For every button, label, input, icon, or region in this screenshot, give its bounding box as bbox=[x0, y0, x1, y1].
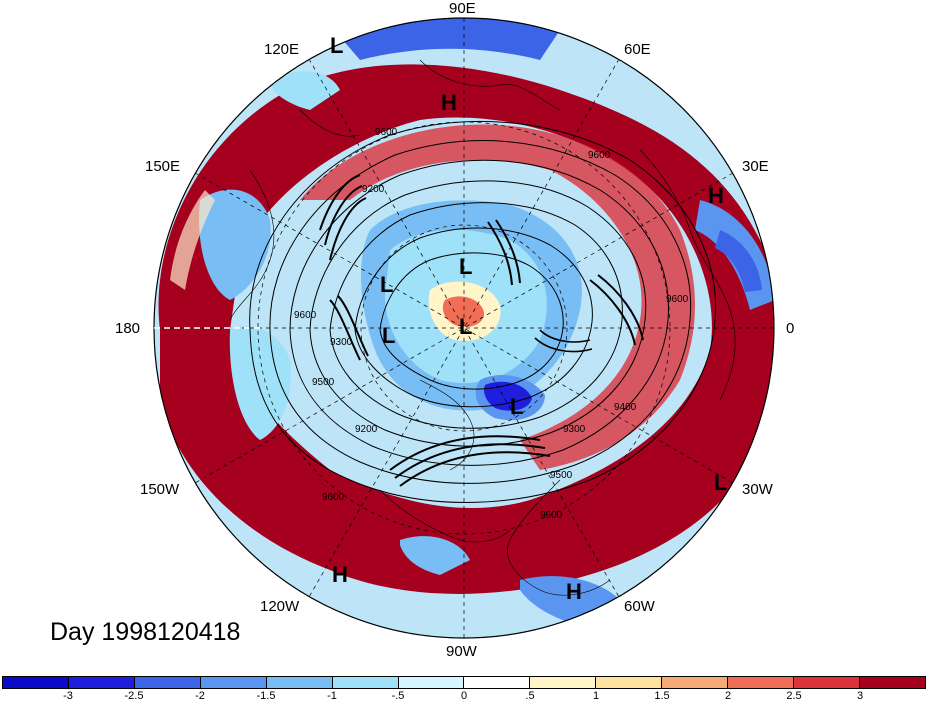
pressure-center-low: L bbox=[330, 33, 344, 58]
pressure-center-low: L bbox=[382, 323, 396, 348]
coastlines bbox=[229, 59, 736, 596]
colorbar-swatch bbox=[266, 677, 333, 688]
pressure-center-high: H bbox=[441, 90, 457, 115]
pressure-center-high: H bbox=[708, 183, 724, 208]
colorbar-tick-label: -3 bbox=[63, 690, 73, 702]
contour-label: 9400 bbox=[614, 402, 637, 413]
colorbar-tick-label: 2 bbox=[724, 690, 732, 702]
colorbar-swatch bbox=[3, 677, 69, 688]
contour-label: 9500 bbox=[550, 470, 573, 481]
day-title: Day 1998120418 bbox=[50, 618, 241, 646]
longitude-label: 120E bbox=[264, 41, 300, 58]
colorbar-tick-label: 2.5 bbox=[786, 690, 802, 702]
pressure-center-high: H bbox=[332, 562, 348, 587]
colorbar-swatch bbox=[662, 677, 729, 688]
colorbar-tick-label: 3 bbox=[856, 690, 864, 702]
longitude-label: 60E bbox=[624, 41, 651, 58]
colorbar-swatch bbox=[728, 677, 795, 688]
pressure-center-low: L bbox=[380, 272, 394, 297]
contour-label: 9600 bbox=[666, 294, 689, 305]
colorbar-tick-label: -2.5 bbox=[124, 690, 144, 702]
colorbar-swatch bbox=[596, 677, 663, 688]
colorbar-swatch bbox=[794, 677, 860, 688]
longitude-label: 30E bbox=[742, 158, 769, 175]
colorbar-tick-label: 1.5 bbox=[654, 690, 670, 702]
colorbar-tick-label: 1 bbox=[592, 690, 600, 702]
longitude-label: 90E bbox=[449, 0, 476, 17]
contour-label: 9500 bbox=[312, 377, 335, 388]
longitude-label: 0 bbox=[786, 320, 795, 337]
globe-field bbox=[154, 18, 774, 638]
colorbar-tick-label: .5 bbox=[525, 690, 535, 702]
longitude-label: 150W bbox=[140, 481, 180, 498]
contour-label: 9300 bbox=[563, 424, 586, 435]
contour-label: 9600 bbox=[375, 127, 398, 138]
colorbar-tick-label: -2 bbox=[195, 690, 205, 702]
colorbar-swatch bbox=[134, 677, 201, 688]
longitude-label: 180 bbox=[115, 320, 141, 337]
pressure-center-low: L bbox=[459, 254, 473, 279]
contour-label: 9200 bbox=[362, 184, 385, 195]
colorbar bbox=[2, 676, 926, 689]
pressure-center-high: H bbox=[566, 579, 582, 604]
colorbar-swatch bbox=[530, 677, 597, 688]
colorbar-swatch bbox=[859, 677, 925, 688]
colorbar-tick-label: -1 bbox=[327, 690, 337, 702]
colorbar-swatch bbox=[398, 677, 465, 688]
longitude-label: 90W bbox=[446, 643, 477, 660]
colorbar-swatch bbox=[68, 677, 135, 688]
contour-label: 9200 bbox=[355, 424, 378, 435]
longitude-label: 150E bbox=[145, 158, 181, 175]
anomaly-warm-belt bbox=[158, 64, 774, 594]
contour-label: 9600 bbox=[322, 492, 345, 503]
contour-label: 9600 bbox=[294, 310, 317, 321]
longitude-label: 60W bbox=[624, 598, 655, 615]
pressure-center-low: L bbox=[510, 394, 524, 419]
pressure-center-low: L bbox=[459, 314, 473, 339]
colorbar-tick-label: -1.5 bbox=[256, 690, 276, 702]
height-contours bbox=[249, 120, 717, 503]
colorbar-tick-label: 0 bbox=[460, 690, 468, 702]
pressure-center-low: L bbox=[714, 470, 728, 495]
contour-label-group: 9600 9600 9200 9600 9500 9300 9200 9300 … bbox=[294, 127, 689, 521]
colorbar-tick-label: -.5 bbox=[391, 690, 405, 702]
colorbar-swatch bbox=[464, 677, 531, 688]
colorbar-swatch bbox=[332, 677, 399, 688]
longitude-label: 30W bbox=[742, 481, 773, 498]
contour-label: 9300 bbox=[330, 337, 353, 348]
contour-label: 9600 bbox=[540, 510, 563, 521]
longitude-label: 120W bbox=[260, 598, 300, 615]
contour-label: 9600 bbox=[588, 150, 611, 161]
colorbar-swatch bbox=[200, 677, 267, 688]
